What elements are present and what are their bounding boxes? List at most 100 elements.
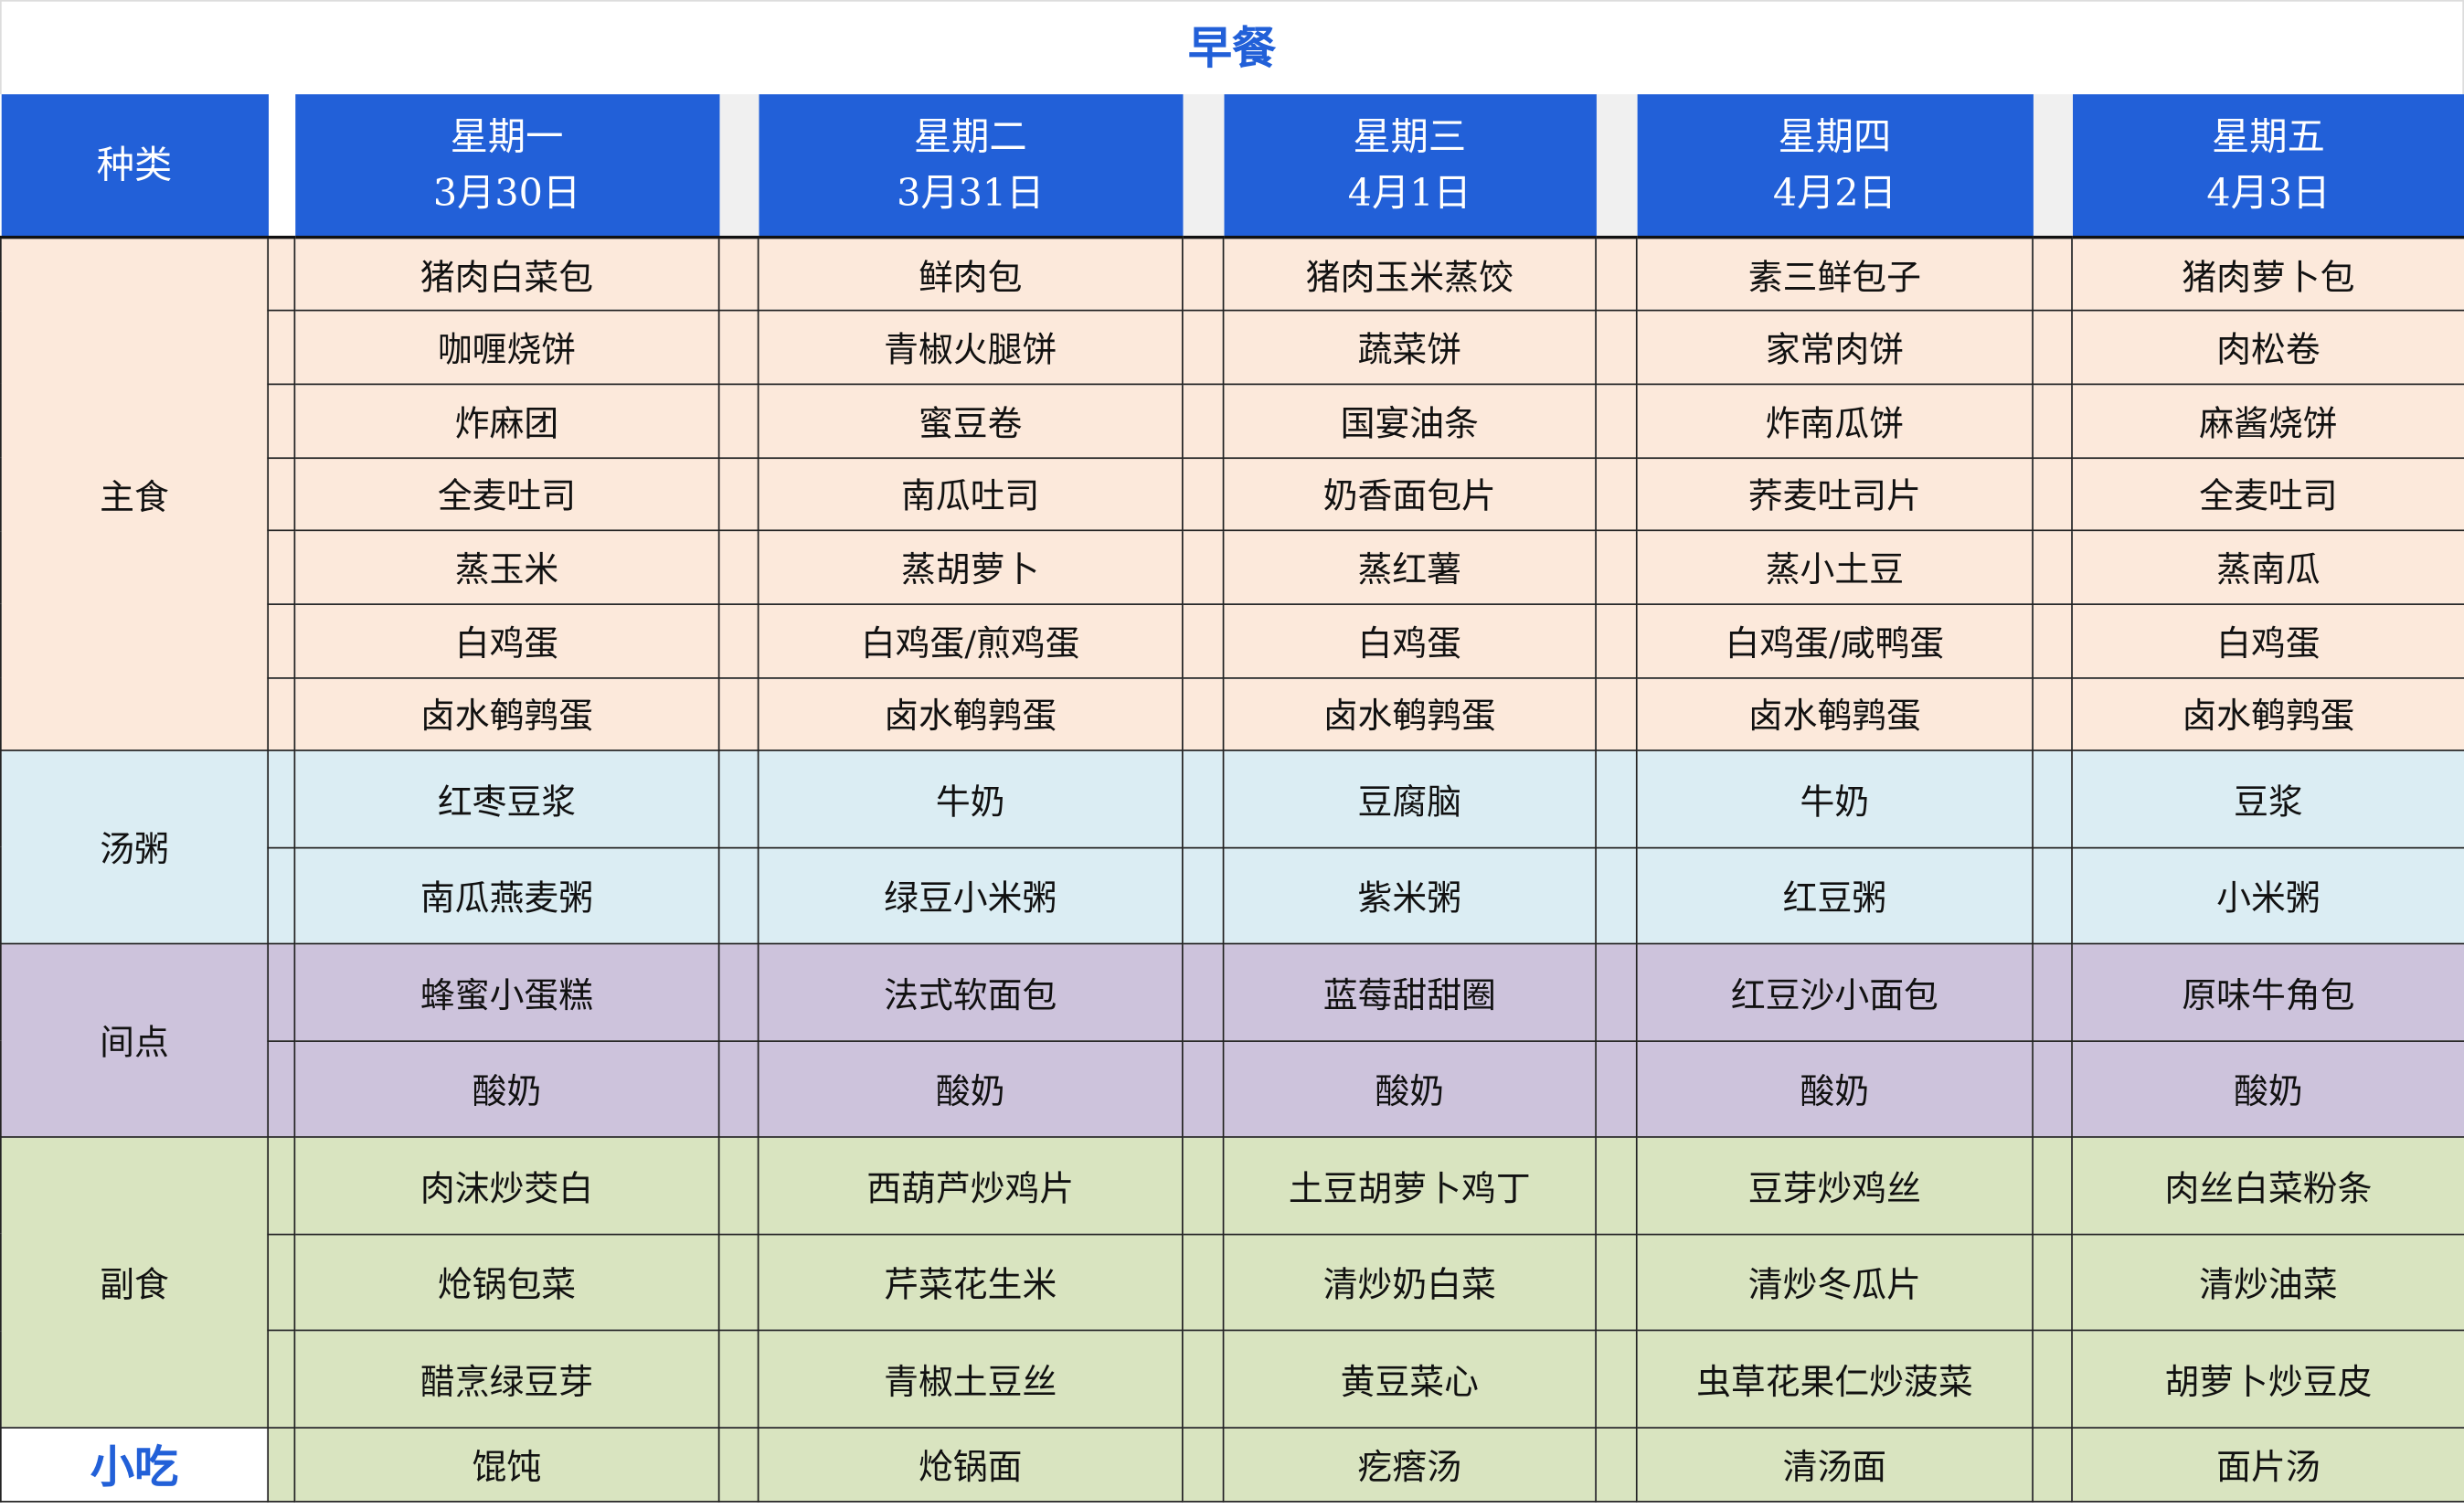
menu-item-cell: 西葫芦炒鸡片 bbox=[757, 1136, 1184, 1236]
menu-item-cell: 全麦吐司 bbox=[2071, 456, 2464, 532]
weekday: 星期四 bbox=[1778, 114, 1892, 159]
spacer-cell bbox=[2032, 943, 2073, 1042]
menu-item-cell: 青椒火腿饼 bbox=[757, 310, 1184, 386]
spacer-cell bbox=[267, 943, 296, 1042]
menu-item-cell: 红豆沙小面包 bbox=[1635, 943, 2034, 1042]
menu-item-cell: 南瓜吐司 bbox=[757, 456, 1184, 532]
menu-item-cell: 卤水鹌鹑蛋 bbox=[1222, 676, 1597, 752]
table-row: 全麦吐司 南瓜吐司 奶香面包片 荞麦吐司片 全麦吐司 bbox=[1, 456, 2464, 532]
spacer-cell bbox=[717, 1330, 759, 1429]
menu-item-cell: 肉松卷 bbox=[2071, 310, 2464, 386]
spacer-cell bbox=[1181, 236, 1225, 312]
menu-item-cell: 蒸小土豆 bbox=[1635, 529, 2034, 605]
menu-item-cell: 卤水鹌鹑蛋 bbox=[293, 676, 720, 752]
spacer-cell bbox=[267, 456, 296, 532]
menu-item-cell: 炸南瓜饼 bbox=[1635, 383, 2034, 459]
menu-item-cell: 面片汤 bbox=[2071, 1426, 2464, 1503]
menu-item-cell: 馄饨 bbox=[293, 1426, 720, 1503]
menu-item-cell: 豆浆 bbox=[2071, 749, 2464, 849]
menu-item-cell: 家常肉饼 bbox=[1635, 310, 2034, 386]
menu-item-cell: 豆腐脑 bbox=[1222, 749, 1597, 849]
table-row: 副食 肉沫炒茭白 西葫芦炒鸡片 土豆胡萝卜鸡丁 豆芽炒鸡丝 肉丝白菜粉条 bbox=[0, 1136, 2464, 1429]
menu-item-cell: 清汤面 bbox=[1635, 1426, 2034, 1503]
spacer-cell bbox=[2032, 676, 2073, 752]
menu-item-cell: 虫草花果仁炒菠菜 bbox=[1635, 1330, 2034, 1429]
spacer-cell bbox=[717, 236, 759, 312]
menu-item-cell: 咖喱烧饼 bbox=[293, 310, 720, 386]
spacer-cell bbox=[1595, 456, 1638, 532]
table-row: 蒸玉米 蒸胡萝卜 蒸红薯 蒸小土豆 蒸南瓜 bbox=[1, 529, 2464, 605]
menu-item-cell: 白鸡蛋 bbox=[2071, 603, 2464, 679]
spacer-cell bbox=[1595, 236, 1638, 312]
spacer-cell bbox=[1181, 1136, 1225, 1236]
day-header: 星期五 4月3日 bbox=[2072, 94, 2464, 239]
menu-item-cell: 蒸胡萝卜 bbox=[757, 529, 1184, 605]
table-row: 主食 猪肉白菜包 鲜肉包 猪肉玉米蒸饺 素三鲜包子 猪肉萝卜包 bbox=[0, 236, 2464, 752]
spacer-cell bbox=[2032, 603, 2073, 679]
spacer-cell bbox=[1181, 1330, 1225, 1429]
spacer-cell bbox=[267, 310, 296, 386]
menu-item-cell: 蜜豆卷 bbox=[757, 383, 1184, 459]
spacer-cell bbox=[2032, 846, 2073, 945]
menu-item-cell: 清炒油菜 bbox=[2071, 1233, 2464, 1332]
menu-item-cell: 猪肉萝卜包 bbox=[2071, 236, 2464, 312]
header-row: 种类 星期一 3月30日 星期二 3月31日 星期三 4月1日 星期四 4月2日 星期五… bbox=[0, 94, 2464, 239]
spacer-cell bbox=[1595, 529, 1638, 605]
spacer-cell bbox=[1595, 383, 1638, 459]
spacer-cell bbox=[1595, 1136, 1638, 1236]
date: 4月2日 bbox=[1772, 171, 1896, 216]
spacer-cell bbox=[267, 846, 296, 945]
date: 4月3日 bbox=[2206, 171, 2331, 216]
menu-item-cell: 荞麦吐司片 bbox=[1635, 456, 2034, 532]
spacer-cell bbox=[1596, 94, 1637, 239]
table-row: 炸麻团 蜜豆卷 国宴油条 炸南瓜饼 麻酱烧饼 bbox=[1, 383, 2464, 459]
menu-item-cell: 猪肉玉米蒸饺 bbox=[1222, 236, 1597, 312]
spacer-cell bbox=[1181, 1039, 1225, 1139]
sheet-title: 早餐 bbox=[0, 0, 2464, 95]
spacer-cell bbox=[717, 383, 759, 459]
menu-item-cell: 清炒奶白菜 bbox=[1222, 1233, 1597, 1332]
spacer-cell bbox=[2032, 383, 2073, 459]
menu-item-cell: 白鸡蛋/咸鸭蛋 bbox=[1635, 603, 2034, 679]
spacer-cell bbox=[267, 1233, 296, 1332]
table-row: 间点 蜂蜜小蛋糕 法式软面包 蓝莓甜甜圈 红豆沙小面包 原味牛角包 bbox=[0, 943, 2464, 1139]
spacer-cell bbox=[267, 749, 296, 849]
menu-item-cell: 南瓜燕麦粥 bbox=[293, 846, 720, 945]
menu-item-cell: 豆芽炒鸡丝 bbox=[1635, 1136, 2034, 1236]
category-cell: 间点 bbox=[0, 943, 270, 1139]
spacer-cell bbox=[1181, 456, 1225, 532]
menu-item-cell: 黄豆菜心 bbox=[1222, 1330, 1597, 1429]
spacer-cell bbox=[1595, 1039, 1638, 1139]
day-header: 星期二 3月31日 bbox=[758, 94, 1183, 239]
menu-item-cell: 绿豆小米粥 bbox=[757, 846, 1184, 945]
spacer-cell bbox=[717, 1039, 759, 1139]
spacer-cell bbox=[1595, 603, 1638, 679]
menu-item-cell: 白鸡蛋 bbox=[293, 603, 720, 679]
table-row: 醋烹绿豆芽 青椒土豆丝 黄豆菜心 虫草花果仁炒菠菜 胡萝卜炒豆皮 bbox=[1, 1330, 2464, 1429]
spacer-cell bbox=[2032, 1233, 2073, 1332]
table-row: 咖喱烧饼 青椒火腿饼 蔬菜饼 家常肉饼 肉松卷 bbox=[1, 310, 2464, 386]
menu-item-cell: 肉沫炒茭白 bbox=[293, 1136, 720, 1236]
spacer-cell bbox=[717, 1426, 759, 1503]
spacer-cell bbox=[1181, 310, 1225, 386]
weekday: 星期二 bbox=[913, 114, 1027, 159]
spacer-cell bbox=[2032, 1039, 2073, 1139]
spacer-cell bbox=[717, 943, 759, 1042]
weekday: 星期五 bbox=[2212, 114, 2325, 159]
spacer-cell bbox=[268, 94, 295, 239]
spacer-cell bbox=[1181, 749, 1225, 849]
spacer-cell bbox=[717, 456, 759, 532]
menu-item-cell: 青椒土豆丝 bbox=[757, 1330, 1184, 1429]
spacer-cell bbox=[2032, 749, 2073, 849]
spacer-cell bbox=[1181, 1233, 1225, 1332]
menu-item-cell: 鲜肉包 bbox=[757, 236, 1184, 312]
menu-item-cell: 白鸡蛋 bbox=[1222, 603, 1597, 679]
spacer-cell bbox=[1595, 846, 1638, 945]
menu-item-cell: 麻酱烧饼 bbox=[2071, 383, 2464, 459]
spacer-cell bbox=[1595, 676, 1638, 752]
menu-item-cell: 紫米粥 bbox=[1222, 846, 1597, 945]
menu-table: 种类 星期一 3月30日 星期二 3月31日 星期三 4月1日 星期四 4月2日 星期五… bbox=[0, 94, 2464, 1503]
spacer-cell bbox=[717, 603, 759, 679]
category-cell: 小吃 bbox=[0, 1426, 270, 1503]
spacer-cell bbox=[267, 1426, 296, 1503]
